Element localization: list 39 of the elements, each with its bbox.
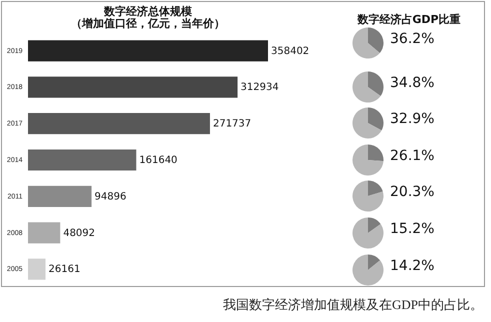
bar <box>28 149 136 171</box>
data-label: 32.9% <box>390 111 434 128</box>
data-label: 312934 <box>240 82 279 94</box>
bar <box>28 76 238 98</box>
bar <box>28 222 60 244</box>
pie-slice <box>368 180 383 196</box>
pie-slice <box>352 71 381 102</box>
pie-slice <box>368 144 384 161</box>
data-label: 26.1% <box>390 148 434 164</box>
chart-title: 数字经济占GDP比重 <box>356 12 462 27</box>
data-label: 161640 <box>139 155 178 166</box>
pie-slice <box>368 71 384 96</box>
bar <box>28 40 268 62</box>
chart-subtitle: （增加值口径，亿元，当年价） <box>71 17 225 30</box>
pie-slice <box>368 218 381 233</box>
data-label: 94896 <box>94 191 126 202</box>
data-label: 26161 <box>48 264 80 276</box>
chart-title: 数字经济总体规模 <box>103 5 193 18</box>
text: 我国数字经济增加值规模及在GDP中的占比。 <box>222 296 483 314</box>
data-label: 36.2% <box>390 31 434 47</box>
pie-slice <box>368 28 384 54</box>
data-label: 48092 <box>63 228 96 239</box>
pie-slice <box>352 144 384 176</box>
data-label: 34.8% <box>390 74 434 91</box>
pie-slice <box>352 218 384 248</box>
data-label: 20.3% <box>390 184 434 200</box>
pie-slice <box>352 28 380 58</box>
pie-slice <box>352 180 384 212</box>
bar <box>28 258 46 280</box>
pie-slice <box>352 108 382 139</box>
data-label: 358402 <box>271 46 310 57</box>
pie-slice <box>352 254 384 286</box>
bar <box>28 186 92 207</box>
bar <box>28 113 210 134</box>
pie-slice <box>368 254 380 270</box>
data-label: 14.2% <box>390 258 434 274</box>
data-label: 271737 <box>212 118 252 130</box>
data-label: 15.2% <box>390 221 434 237</box>
pie-slice <box>368 108 384 131</box>
